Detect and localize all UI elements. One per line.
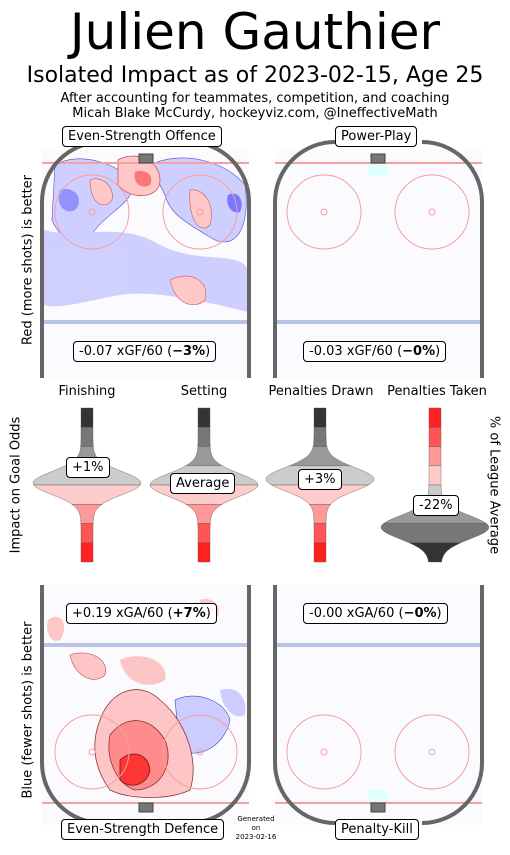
pk-rink bbox=[273, 585, 484, 825]
impact-distributions bbox=[32, 407, 490, 563]
violin-band-penalties-drawn bbox=[313, 542, 327, 563]
pp-rink bbox=[273, 140, 484, 378]
violin-band-penalties-drawn bbox=[312, 427, 328, 447]
violin-band-finishing bbox=[33, 484, 141, 505]
violin-band-penalties-drawn bbox=[308, 504, 332, 524]
penalties-drawn-value: +3% bbox=[298, 469, 342, 490]
violin-band-penalties-taken bbox=[428, 407, 442, 428]
violin-band-penalties-taken bbox=[428, 446, 442, 466]
finishing-value: +1% bbox=[66, 457, 110, 478]
es-defence-heatmap bbox=[47, 599, 246, 798]
violin-band-finishing bbox=[80, 542, 94, 563]
violin-band-finishing bbox=[80, 427, 94, 447]
generated-note: Generated on 2023-02-16 bbox=[235, 815, 277, 841]
defence-axis-label: Blue (fewer shots) is better bbox=[20, 621, 36, 799]
violin-band-penalties-drawn bbox=[289, 446, 351, 466]
league-axis-label: % of League Average bbox=[486, 415, 502, 555]
es-defence-rate: +0.19 xGA/60 (+7%) bbox=[66, 603, 217, 624]
es-defence-rink bbox=[40, 585, 251, 825]
penalties-taken-value: -22% bbox=[413, 495, 459, 516]
finishing-label: Finishing bbox=[58, 384, 116, 399]
violin-band-setting bbox=[197, 407, 211, 428]
violin-band-setting bbox=[197, 427, 211, 447]
player-name: Julien Gauthier bbox=[69, 3, 441, 61]
violin-band-penalties-taken bbox=[428, 427, 442, 447]
method-note: After accounting for teammates, competit… bbox=[60, 91, 450, 106]
setting-label: Setting bbox=[180, 384, 228, 399]
pk-rate: -0.00 xGA/60 (−0%) bbox=[303, 603, 448, 624]
chart-subtitle: Isolated Impact as of 2023-02-15, Age 25 bbox=[26, 63, 484, 88]
impact-axis-label: Impact on Goal Odds bbox=[8, 416, 24, 554]
violin-band-setting bbox=[197, 523, 211, 543]
pp-rate: -0.03 xGF/60 (−0%) bbox=[303, 341, 447, 362]
violin-band-setting bbox=[185, 446, 223, 466]
credit-note: Micah Blake McCurdy, hockeyviz.com, @Ine… bbox=[72, 106, 438, 121]
violin-band-setting bbox=[197, 542, 211, 563]
panel-title-es-offence: Even-Strength Offence bbox=[62, 126, 222, 147]
setting-value: Average bbox=[170, 473, 236, 494]
violin-band-setting bbox=[185, 504, 223, 524]
violin-band-finishing bbox=[71, 504, 103, 524]
violin-band-penalties-taken bbox=[428, 465, 442, 486]
violin-band-penalties-taken bbox=[380, 523, 490, 543]
penalties-taken-label: Penalties Taken bbox=[387, 384, 487, 399]
panel-title-penalty-kill: Penalty-Kill bbox=[335, 819, 419, 840]
violin-band-finishing bbox=[80, 523, 94, 543]
violin-band-penalties-drawn bbox=[313, 407, 327, 428]
es-offence-rink bbox=[40, 140, 251, 378]
penalties-drawn-label: Penalties Drawn bbox=[268, 384, 374, 399]
es-offence-rate: -0.07 xGF/60 (−3%) bbox=[73, 341, 217, 362]
offence-axis-label: Red (more shots) is better bbox=[20, 174, 36, 346]
es-offence-heatmap bbox=[44, 155, 248, 312]
panel-title-es-defence: Even-Strength Defence bbox=[61, 819, 225, 840]
panel-title-power-play: Power-Play bbox=[335, 126, 418, 147]
violin-band-finishing bbox=[80, 407, 94, 428]
violin-band-penalties-taken bbox=[409, 542, 461, 563]
violin-band-penalties-drawn bbox=[313, 523, 327, 543]
